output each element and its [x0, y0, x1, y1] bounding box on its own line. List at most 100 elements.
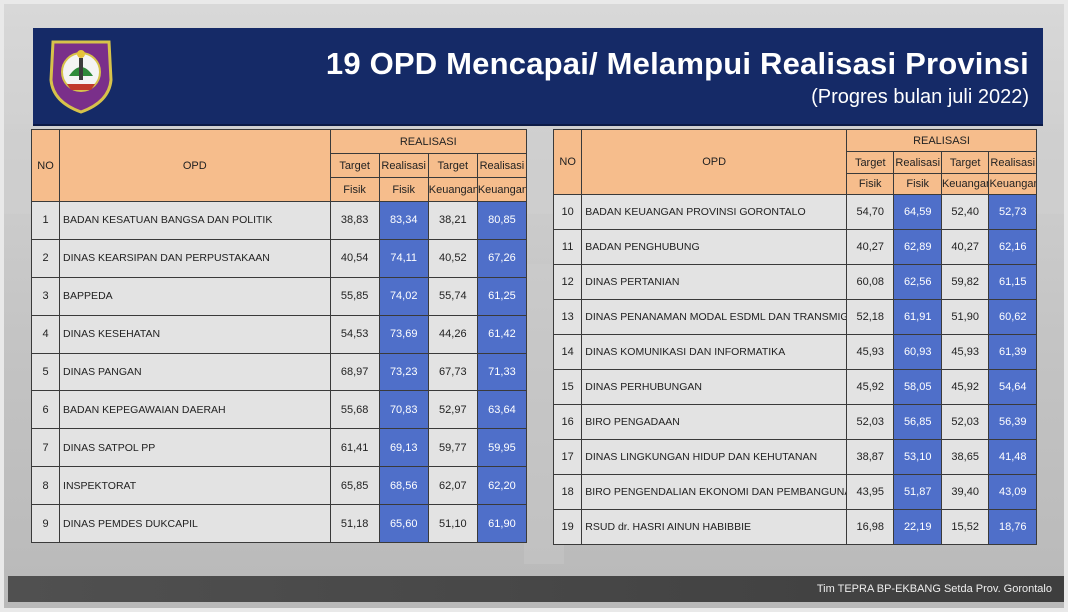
cell-realisasi-fisik: 73,23 [378, 352, 429, 392]
cell-no: 6 [30, 390, 61, 430]
table-row: 16 BIRO PENGADAAN 52,03 56,85 52,03 56,39 [552, 404, 1037, 440]
cell-no: 17 [552, 439, 583, 475]
header-opd: OPD [581, 129, 847, 195]
header-target-fisik-2: Fisik [329, 177, 380, 202]
cell-realisasi-keuangan: 67,26 [476, 238, 528, 278]
cell-target-fisik: 51,18 [329, 504, 380, 544]
cell-target-fisik: 60,08 [845, 264, 895, 300]
cell-no: 18 [552, 474, 583, 510]
cell-realisasi-fisik: 51,87 [893, 474, 942, 510]
header-realisasi-keuangan-1: Realisasi [476, 153, 528, 178]
cell-target-fisik: 61,41 [329, 428, 380, 468]
cell-target-fisik: 45,93 [845, 334, 895, 370]
cell-target-fisik: 68,97 [329, 352, 380, 392]
cell-realisasi-fisik: 68,56 [378, 466, 429, 506]
cell-target-fisik: 55,85 [329, 276, 380, 316]
cell-target-fisik: 52,18 [845, 299, 895, 335]
cell-opd: DINAS KESEHATAN [59, 314, 331, 354]
footer-credit: Tim TEPRA BP-EKBANG Setda Prov. Gorontal… [816, 583, 1052, 595]
cell-target-keuangan: 52,97 [427, 390, 478, 430]
cell-opd: BIRO PENGENDALIAN EKONOMI DAN PEMBANGUNA… [581, 474, 847, 510]
cell-no: 15 [552, 369, 583, 405]
cell-realisasi-keuangan: 18,76 [988, 509, 1037, 545]
header-target-keuangan-1: Target [940, 151, 990, 174]
cell-target-keuangan: 59,77 [427, 428, 478, 468]
cell-no: 4 [30, 314, 61, 354]
cell-target-keuangan: 45,93 [940, 334, 990, 370]
cell-realisasi-fisik: 53,10 [893, 439, 942, 475]
cell-opd: BIRO PENGADAAN [581, 404, 847, 440]
table-row: 4 DINAS KESEHATAN 54,53 73,69 44,26 61,42 [30, 314, 528, 354]
cell-target-keuangan: 51,90 [940, 299, 990, 335]
cell-realisasi-fisik: 60,93 [893, 334, 942, 370]
cell-opd: BAPPEDA [59, 276, 331, 316]
cell-target-fisik: 54,53 [329, 314, 380, 354]
cell-realisasi-fisik: 64,59 [893, 194, 942, 230]
cell-realisasi-keuangan: 61,90 [476, 504, 528, 544]
cell-realisasi-keuangan: 62,16 [988, 229, 1037, 265]
header-target-fisik-1: Target [329, 153, 380, 178]
table-row: 5 DINAS PANGAN 68,97 73,23 67,73 71,33 [30, 352, 528, 392]
cell-target-keuangan: 40,27 [940, 229, 990, 265]
cell-no: 3 [30, 276, 61, 316]
table-body-left: 1 BADAN KESATUAN BANGSA DAN POLITIK 38,83 8… [30, 201, 528, 544]
cell-no: 7 [30, 428, 61, 468]
cell-opd: DINAS PENANAMAN MODAL ESDML DAN TRANSMIG… [581, 299, 847, 335]
cell-realisasi-keuangan: 61,42 [476, 314, 528, 354]
cell-realisasi-fisik: 56,85 [893, 404, 942, 440]
cell-realisasi-keuangan: 60,62 [988, 299, 1037, 335]
cell-opd: RSUD dr. HASRI AINUN HABIBBIE [581, 509, 847, 545]
cell-realisasi-keuangan: 59,95 [476, 428, 528, 468]
header-realisasi: REALISASI [329, 129, 528, 154]
cell-realisasi-keuangan: 61,39 [988, 334, 1037, 370]
cell-no: 2 [30, 238, 61, 278]
table-row: 7 DINAS SATPOL PP 61,41 69,13 59,77 59,95 [30, 428, 528, 468]
cell-opd: BADAN KEUANGAN PROVINSI GORONTALO [581, 194, 847, 230]
header-no: NO [552, 129, 583, 195]
table-row: 13 DINAS PENANAMAN MODAL ESDML DAN TRANSM… [552, 299, 1037, 335]
cell-opd: DINAS SATPOL PP [59, 428, 331, 468]
cell-realisasi-fisik: 62,56 [893, 264, 942, 300]
cell-opd: DINAS KOMUNIKASI DAN INFORMATIKA [581, 334, 847, 370]
table-row: 12 DINAS PERTANIAN 60,08 62,56 59,82 61,15 [552, 264, 1037, 300]
cell-opd: DINAS PERHUBUNGAN [581, 369, 847, 405]
cell-target-fisik: 55,68 [329, 390, 380, 430]
header-target-keuangan-2: Keuangan [940, 173, 990, 195]
cell-realisasi-fisik: 73,69 [378, 314, 429, 354]
cell-realisasi-fisik: 74,11 [378, 238, 429, 278]
header-realisasi-fisik-1: Realisasi [378, 153, 429, 178]
header-realisasi-fisik-1: Realisasi [893, 151, 942, 174]
slide: 19 OPD Mencapai/ Melampui Realisasi Prov… [4, 4, 1064, 608]
emblem-logo [49, 40, 113, 114]
cell-target-keuangan: 38,65 [940, 439, 990, 475]
cell-realisasi-keuangan: 56,39 [988, 404, 1037, 440]
table-row: 10 BADAN KEUANGAN PROVINSI GORONTALO 54,70… [552, 194, 1037, 230]
header-realisasi-keuangan-1: Realisasi [988, 151, 1037, 174]
cell-opd: BADAN PENGHUBUNG [581, 229, 847, 265]
table-row: 15 DINAS PERHUBUNGAN 45,92 58,05 45,92 54,64 [552, 369, 1037, 405]
cell-target-fisik: 65,85 [329, 466, 380, 506]
table-row: 17 DINAS LINGKUNGAN HIDUP DAN KEHUTANAN 38… [552, 439, 1037, 475]
header-realisasi-fisik-2: Fisik [893, 173, 942, 195]
page-title: 19 OPD Mencapai/ Melampui Realisasi Prov… [325, 46, 1029, 81]
cell-realisasi-keuangan: 71,33 [476, 352, 528, 392]
cell-no: 8 [30, 466, 61, 506]
header-no: NO [30, 129, 61, 202]
cell-realisasi-fisik: 70,83 [378, 390, 429, 430]
cell-target-keuangan: 52,03 [940, 404, 990, 440]
cell-opd: INSPEKTORAT [59, 466, 331, 506]
cell-opd: BADAN KEPEGAWAIAN DAERAH [59, 390, 331, 430]
cell-opd: DINAS PERTANIAN [581, 264, 847, 300]
cell-target-fisik: 40,54 [329, 238, 380, 278]
table-row: 8 INSPEKTORAT 65,85 68,56 62,07 62,20 [30, 466, 528, 506]
cell-target-keuangan: 40,52 [427, 238, 478, 278]
header-target-fisik-2: Fisik [845, 173, 895, 195]
header-realisasi-keuangan-2: Keuangan [988, 173, 1037, 195]
table-row: 3 BAPPEDA 55,85 74,02 55,74 61,25 [30, 276, 528, 316]
cell-realisasi-keuangan: 63,64 [476, 390, 528, 430]
table-row: 19 RSUD dr. HASRI AINUN HABIBBIE 16,98 22,1… [552, 509, 1037, 545]
cell-target-fisik: 45,92 [845, 369, 895, 405]
cell-target-keuangan: 52,40 [940, 194, 990, 230]
header-opd: OPD [59, 129, 331, 202]
cell-realisasi-keuangan: 62,20 [476, 466, 528, 506]
